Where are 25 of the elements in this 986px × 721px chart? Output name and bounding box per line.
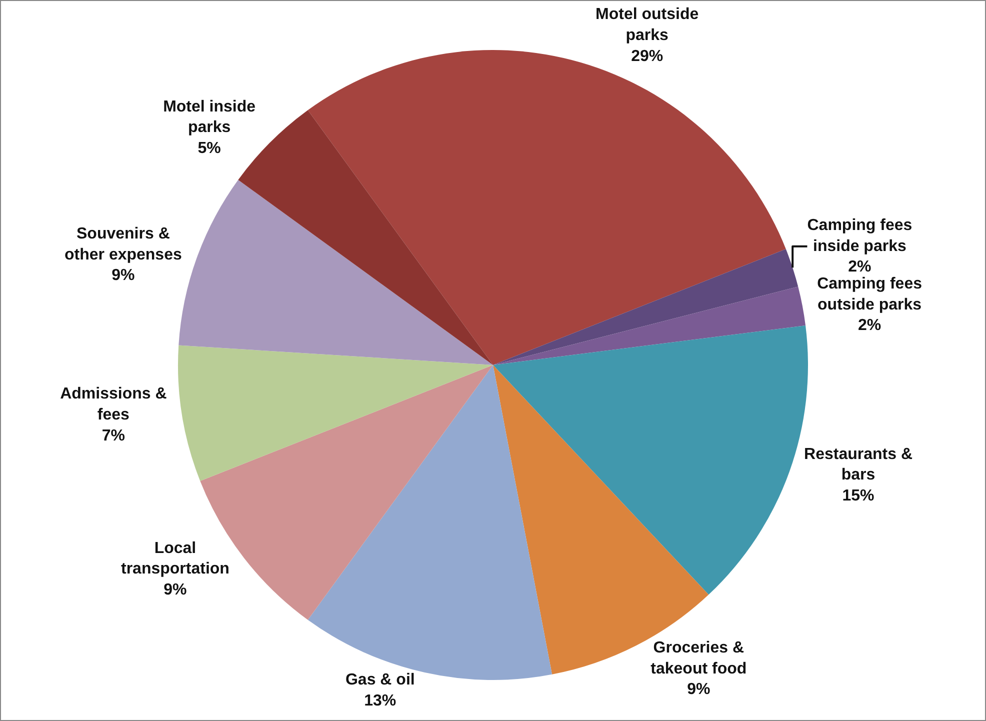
pie-slice bbox=[178, 345, 493, 481]
data-label: 5% bbox=[198, 140, 221, 157]
slice-label: Local transportation bbox=[121, 540, 230, 578]
data-label: 13% bbox=[364, 692, 396, 710]
pie-slice bbox=[493, 286, 806, 365]
slice-label: Admissions & fees bbox=[60, 386, 168, 424]
slice-label: Groceries & takeout food bbox=[650, 640, 747, 678]
data-label: 2% bbox=[858, 317, 882, 334]
slice-label: Camping fees inside parks bbox=[807, 217, 912, 255]
data-label: 2% bbox=[848, 258, 872, 276]
data-label: 9% bbox=[687, 681, 710, 698]
pie-slice bbox=[493, 249, 798, 365]
data-label: 9% bbox=[164, 581, 187, 598]
slice-label: Motel inside parks bbox=[163, 98, 256, 136]
slice-label: Gas & oil bbox=[345, 672, 415, 689]
data-label: 15% bbox=[842, 487, 874, 504]
pie-slice bbox=[308, 50, 786, 365]
pie-slice bbox=[238, 110, 493, 365]
slice-label: Souvenirs & other expenses bbox=[64, 226, 182, 264]
slice-label: Restaurants & bars bbox=[804, 446, 913, 484]
slice-label: Motel outside parks bbox=[596, 6, 699, 44]
slice-label: Camping fees outside parks bbox=[817, 276, 922, 314]
data-label: 9% bbox=[112, 267, 135, 284]
data-label: 29% bbox=[631, 48, 664, 65]
data-label: 7% bbox=[102, 427, 125, 444]
